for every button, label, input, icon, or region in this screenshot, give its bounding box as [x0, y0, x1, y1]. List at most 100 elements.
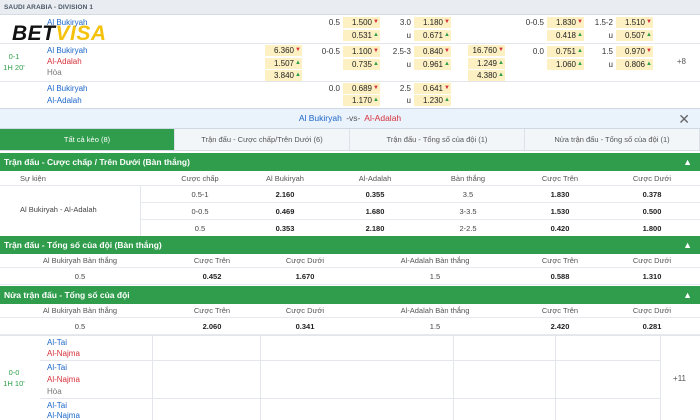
- odd-cell[interactable]: 0.806 ▲: [616, 59, 653, 70]
- odd-cell[interactable]: 0.689 ▼: [343, 83, 380, 94]
- draw-label: Hòa: [47, 68, 62, 77]
- live-time: 1H 20': [3, 63, 25, 72]
- odd-cell[interactable]: 1.180 ▼: [414, 17, 451, 28]
- live-score: 0-0: [8, 368, 20, 377]
- arrow-up-icon: ▲: [444, 61, 450, 67]
- team-home-label[interactable]: Al-Tai: [47, 338, 68, 347]
- tab-half-team-total[interactable]: Nửa trận đấu - Tổng số của đội (1): [525, 129, 700, 150]
- more-markets-link[interactable]: +11: [673, 374, 686, 383]
- chevron-up-icon[interactable]: ▲: [683, 157, 692, 167]
- odd-cell[interactable]: 1.060 ▲: [547, 59, 584, 70]
- arrow-down-icon: ▼: [295, 47, 301, 53]
- odd-cell[interactable]: 0.735 ▲: [343, 59, 380, 70]
- arrow-up-icon: ▲: [373, 32, 379, 38]
- arrow-up-icon: ▲: [373, 97, 379, 103]
- tab-match-handicap-ou[interactable]: Trận đấu - Cược chấp/Trên Dưới (6): [175, 129, 350, 150]
- arrow-up-icon: ▲: [646, 61, 652, 67]
- odd-cell[interactable]: 0.507 ▲: [616, 30, 653, 41]
- odd-cell[interactable]: 0.671 ▲: [414, 30, 451, 41]
- event-name: Al Bukiryah - Al-Adalah: [20, 205, 97, 214]
- league-title: SAUDI ARABIA - DIVISION 1: [4, 4, 94, 11]
- handicap-value: 0.0: [328, 84, 340, 93]
- odd-cell[interactable]: 0.641 ▼: [414, 83, 451, 94]
- odd-cell[interactable]: 6.360 ▼: [265, 45, 302, 56]
- more-markets-link[interactable]: +8: [676, 57, 686, 66]
- match-away-team: Al-Adalah: [364, 113, 402, 123]
- draw-label: Hòa: [47, 387, 62, 396]
- odd-cell[interactable]: 3.840 ▲: [265, 70, 302, 81]
- odd-cell[interactable]: 1.100 ▼: [343, 46, 380, 57]
- total-value: 3.0: [399, 18, 411, 27]
- under-label: u: [608, 60, 613, 69]
- row-divider: [0, 335, 700, 336]
- odd-cell[interactable]: 0.840 ▼: [414, 46, 451, 57]
- arrow-down-icon: ▼: [646, 19, 652, 25]
- team-home-label[interactable]: Al-Tai: [47, 401, 68, 410]
- brand-logo: BETVISA: [12, 22, 107, 45]
- team-away-label[interactable]: Al-Najma: [47, 411, 80, 420]
- table-row: 0.5 0.353 2.180 2-2.5 0.420 1.800: [140, 220, 700, 237]
- close-icon[interactable]: ✕: [678, 111, 690, 127]
- odd-cell[interactable]: 1.500 ▼: [343, 17, 380, 28]
- team-away-label[interactable]: Al-Najma: [47, 349, 80, 358]
- chevron-up-icon[interactable]: ▲: [683, 290, 692, 300]
- team-away-label[interactable]: Al-Adalah: [47, 96, 82, 105]
- section-half-team-total-header[interactable]: Nửa trận đấu - Tổng số của đội ▲: [0, 286, 700, 304]
- chevron-up-icon[interactable]: ▲: [683, 240, 692, 250]
- column-divider: [152, 336, 153, 420]
- arrow-up-icon: ▲: [444, 97, 450, 103]
- arrow-down-icon: ▼: [373, 48, 379, 54]
- team-home-label[interactable]: Al-Tai: [47, 363, 68, 372]
- total-value: 1.5-2: [594, 18, 613, 27]
- handicap-value: 0-0.5: [321, 47, 340, 56]
- odd-cell[interactable]: 0.751 ▲: [547, 46, 584, 57]
- table-row: 0-0.5 0.469 1.680 3-3.5 1.530 0.500: [140, 203, 700, 220]
- match-vs: -vs-: [346, 113, 361, 123]
- arrow-down-icon: ▼: [646, 48, 652, 54]
- section-handicap-ou-header[interactable]: Trận đấu - Cược chấp / Trên Dưới (Bàn th…: [0, 153, 700, 171]
- arrow-down-icon: ▼: [444, 19, 450, 25]
- under-label: u: [406, 96, 411, 105]
- arrow-up-icon: ▲: [646, 32, 652, 38]
- team-home-label[interactable]: Al Bukiryah: [47, 18, 88, 27]
- total-value: 2.5-3: [392, 47, 411, 56]
- table-row: 0.5 2.060 0.341 1.5 2.420 0.281: [0, 318, 700, 335]
- match-detail-header: Al Bukiryah -vs- Al-Adalah ✕: [0, 108, 700, 129]
- row-divider: [40, 360, 660, 361]
- odd-cell[interactable]: 1.230 ▲: [414, 95, 451, 106]
- arrow-up-icon: ▲: [577, 48, 583, 54]
- total-value: 2.5: [399, 84, 411, 93]
- odd-cell[interactable]: 16.760 ▼: [468, 45, 505, 56]
- arrow-up-icon: ▲: [444, 32, 450, 38]
- tab-all[interactable]: Tất cả kèo (8): [0, 129, 175, 150]
- table-row: 0.5-1 2.160 0.355 3.5 1.830 0.378: [140, 186, 700, 203]
- odd-cell[interactable]: 1.507 ▲: [265, 58, 302, 69]
- section2-header-row: Al Bukiryah Bàn thắng Cược Trên Cược Dướ…: [0, 254, 700, 268]
- arrow-down-icon: ▼: [498, 47, 504, 53]
- column-divider: [453, 336, 454, 420]
- odd-cell[interactable]: 0.961 ▲: [414, 59, 451, 70]
- odd-cell[interactable]: 4.380 ▲: [468, 70, 505, 81]
- tab-match-team-total[interactable]: Trận đấu - Tổng số của đội (1): [350, 129, 525, 150]
- arrow-up-icon: ▲: [498, 72, 504, 78]
- odd-cell[interactable]: 0.970 ▼: [616, 46, 653, 57]
- odd-cell[interactable]: 1.830 ▼: [547, 17, 584, 28]
- odd-cell[interactable]: 1.249 ▲: [468, 58, 505, 69]
- section-team-total-header[interactable]: Trận đấu - Tổng số của đội (Bàn thắng) ▲: [0, 236, 700, 254]
- arrow-up-icon: ▲: [577, 61, 583, 67]
- team-home-label[interactable]: Al Bukiryah: [47, 84, 88, 93]
- live-score: 0-1: [8, 52, 20, 61]
- team-away-label[interactable]: Al-Adalah: [47, 57, 82, 66]
- odd-cell[interactable]: 0.418 ▲: [547, 30, 584, 41]
- odd-cell[interactable]: 1.170 ▲: [343, 95, 380, 106]
- team-away-label[interactable]: Al-Najma: [47, 375, 80, 384]
- under-label: u: [406, 60, 411, 69]
- under-label: u: [608, 31, 613, 40]
- odd-cell[interactable]: 1.510 ▼: [616, 17, 653, 28]
- handicap-value: 0.0: [532, 47, 544, 56]
- row-divider: [0, 43, 700, 44]
- odds-grid: SAUDI ARABIA - DIVISION 1 BETVISA Al Buk…: [0, 0, 700, 108]
- arrow-up-icon: ▲: [295, 60, 301, 66]
- odd-cell[interactable]: 0.531 ▲: [343, 30, 380, 41]
- team-home-label[interactable]: Al Bukiryah: [47, 46, 88, 55]
